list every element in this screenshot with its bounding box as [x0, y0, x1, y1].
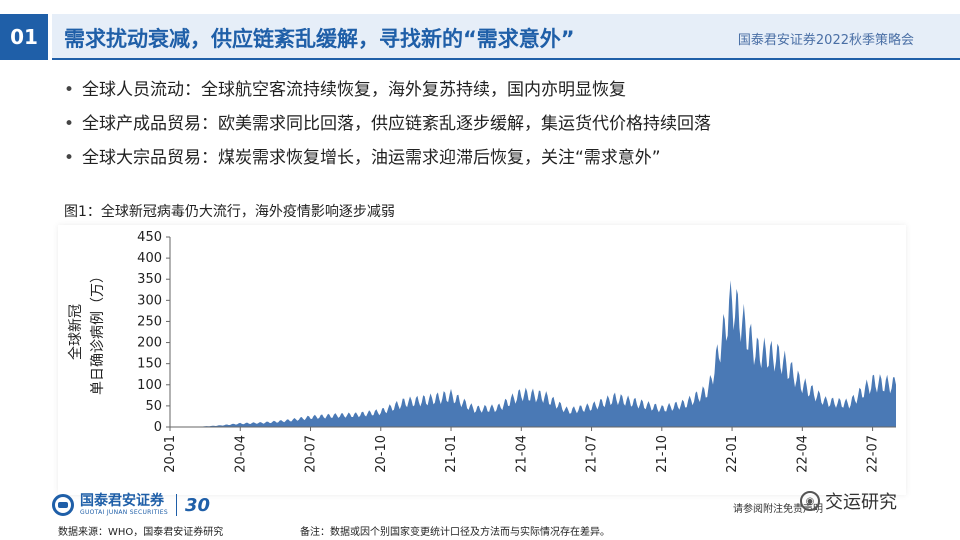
- bullet-item: • 全球大宗品贸易：煤炭需求恢复增长，油运需求迎滞后恢复，关注“需求意外”: [64, 144, 711, 178]
- x-tick-label: 22-07: [866, 435, 881, 473]
- logo-icon: [52, 494, 74, 516]
- data-source: 数据来源：WHO，国泰君安证券研究: [58, 527, 224, 538]
- header: 01 需求扰动衰减，供应链紊乱缓解，寻找新的“需求意外” 国泰君安证券2022秋…: [0, 14, 960, 60]
- eye-icon: ◉: [800, 491, 820, 511]
- y-tick-label: 0: [154, 420, 162, 435]
- x-tick-label: 20-07: [304, 435, 319, 473]
- y-axis-label: 全球新冠: [67, 304, 84, 360]
- x-tick-label: 21-10: [655, 435, 670, 473]
- bullet-list: • 全球人员流动：全球航空客流持续恢复，海外复苏持续，国内亦明显恢复 • 全球产成品…: [64, 76, 711, 178]
- x-tick-label: 22-04: [795, 435, 810, 473]
- logo-divider: [175, 494, 177, 516]
- covid-cases-chart: 0 50 100 150 200 250 300 350 400 450 20-01 20-04 20-…: [67, 230, 896, 473]
- x-tick-label: 22-01: [725, 435, 740, 473]
- y-tick-label: 300: [137, 293, 162, 308]
- bullet-text: 全球人员流动：全球航空客流持续恢复，海外复苏持续，国内亦明显恢复: [82, 80, 626, 100]
- y-tick-label: 150: [137, 357, 162, 372]
- bullet-text: 全球产成品贸易：欧美需求同比回落，供应链紊乱逐步缓解，集运货代价格持续回落: [82, 114, 711, 134]
- x-tick-label: 20-01: [163, 435, 178, 473]
- x-tick-label: 21-01: [444, 435, 459, 473]
- logo-name-en: GUOTAI JUNAN SECURITIES: [80, 509, 168, 516]
- watermark: ◉ 交运研究: [800, 488, 897, 514]
- y-tick-label: 350: [137, 272, 162, 287]
- anniversary-mark: 30: [184, 494, 211, 516]
- watermark-text: 交运研究: [825, 492, 897, 513]
- bullet-text: 全球大宗品贸易：煤炭需求恢复增长，油运需求迎滞后恢复，关注“需求意外”: [82, 148, 661, 168]
- y-tick-label: 200: [137, 336, 162, 351]
- bullet-dot-icon: •: [64, 148, 75, 168]
- y-tick-label: 50: [145, 399, 162, 414]
- company-logo: 国泰君安证券 GUOTAI JUNAN SECURITIES 30: [52, 494, 210, 516]
- section-number: 01: [0, 14, 48, 60]
- figure-title: 图1：全球新冠病毒仍大流行，海外疫情影响逐步减弱: [64, 204, 395, 220]
- page-title: 需求扰动衰减，供应链紊乱缓解，寻找新的“需求意外”: [64, 27, 575, 51]
- chart-panel: 0 50 100 150 200 250 300 350 400 450 20-01 20-04 20-…: [58, 225, 906, 495]
- brand-text: 国泰君安证券2022秋季策略会: [737, 33, 914, 48]
- disclaimer-link[interactable]: 请参阅附注免责声明: [733, 504, 823, 515]
- y-tick-label: 450: [137, 230, 162, 245]
- x-tick-label: 21-07: [585, 435, 600, 473]
- logo-name-cn: 国泰君安证券: [80, 493, 164, 509]
- y-tick-label: 400: [137, 251, 162, 266]
- y-tick-label: 250: [137, 314, 162, 329]
- y-axis-label: 单日确诊病例（万）: [90, 269, 106, 395]
- x-tick-label: 20-10: [374, 435, 389, 473]
- bullet-dot-icon: •: [64, 114, 75, 134]
- bullet-item: • 全球人员流动：全球航空客流持续恢复，海外复苏持续，国内亦明显恢复: [64, 76, 711, 110]
- title-bar: 需求扰动衰减，供应链紊乱缓解，寻找新的“需求意外” 国泰君安证券2022秋季策略…: [52, 14, 960, 60]
- bullet-dot-icon: •: [64, 80, 75, 100]
- y-tick-label: 100: [137, 378, 162, 393]
- bullet-item: • 全球产成品贸易：欧美需求同比回落，供应链紊乱逐步缓解，集运货代价格持续回落: [64, 110, 711, 144]
- x-tick-label: 20-04: [233, 435, 248, 473]
- series-area: [170, 280, 896, 427]
- x-tick-label: 21-04: [514, 435, 529, 473]
- footnote: 备注：数据或因个别国家变更统计口径及方法而与实际情况存在差异。: [300, 527, 610, 538]
